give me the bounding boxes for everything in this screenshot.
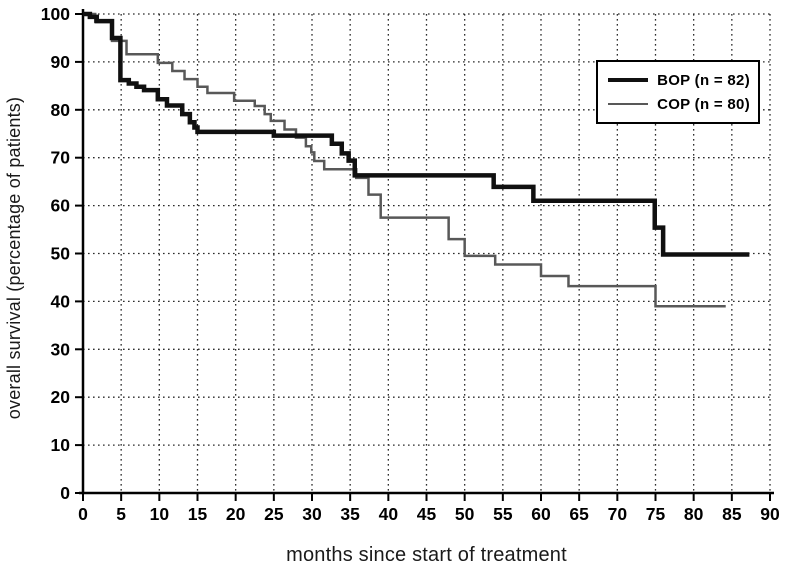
x-tick-label: 25	[264, 504, 284, 524]
legend-item-bop: BOP (n = 82)	[608, 72, 750, 89]
x-axis-title: months since start of treatment	[286, 544, 567, 566]
x-tick-label: 50	[455, 504, 475, 524]
x-tick-label: 80	[684, 504, 704, 524]
y-tick-label: 100	[41, 4, 70, 24]
y-tick-label: 50	[51, 244, 71, 264]
legend: BOP (n = 82) COP (n = 80)	[596, 60, 760, 124]
x-tick-label: 75	[646, 504, 666, 524]
x-tick-label: 60	[531, 504, 551, 524]
x-tick-label: 90	[760, 504, 780, 524]
y-tick-label: 30	[51, 339, 71, 359]
y-tick-label: 60	[51, 196, 71, 216]
y-tick-label: 80	[51, 100, 71, 120]
series-curve-cop	[83, 12, 726, 308]
cop-line-swatch	[608, 102, 649, 106]
y-tick-label: 40	[51, 291, 71, 311]
y-tick-label: 10	[51, 435, 71, 455]
x-tick-label: 0	[78, 504, 88, 524]
x-tick-label: 85	[722, 504, 742, 524]
y-axis-title: overall survival (percentage of patients…	[4, 96, 24, 420]
x-tick-label: 70	[608, 504, 628, 524]
x-tick-label: 55	[493, 504, 513, 524]
legend-label-cop: COP (n = 80)	[657, 95, 750, 113]
x-tick-label: 45	[417, 504, 437, 524]
series-curve-bop	[83, 11, 750, 257]
y-tick-label: 20	[51, 387, 71, 407]
x-tick-label: 40	[379, 504, 399, 524]
x-tick-label: 35	[340, 504, 360, 524]
x-tick-label: 65	[569, 504, 589, 524]
x-tick-label: 5	[116, 504, 126, 524]
x-tick-label: 20	[226, 504, 246, 524]
y-tick-label: 0	[60, 483, 70, 503]
y-tick-label: 70	[51, 148, 71, 168]
legend-label-bop: BOP (n = 82)	[657, 71, 750, 89]
bop-line-swatch	[608, 77, 649, 83]
x-tick-label: 30	[302, 504, 322, 524]
x-tick-label: 10	[150, 504, 170, 524]
legend-item-cop: COP (n = 80)	[608, 96, 750, 113]
x-tick-label: 15	[188, 504, 208, 524]
y-tick-label: 90	[51, 52, 71, 72]
